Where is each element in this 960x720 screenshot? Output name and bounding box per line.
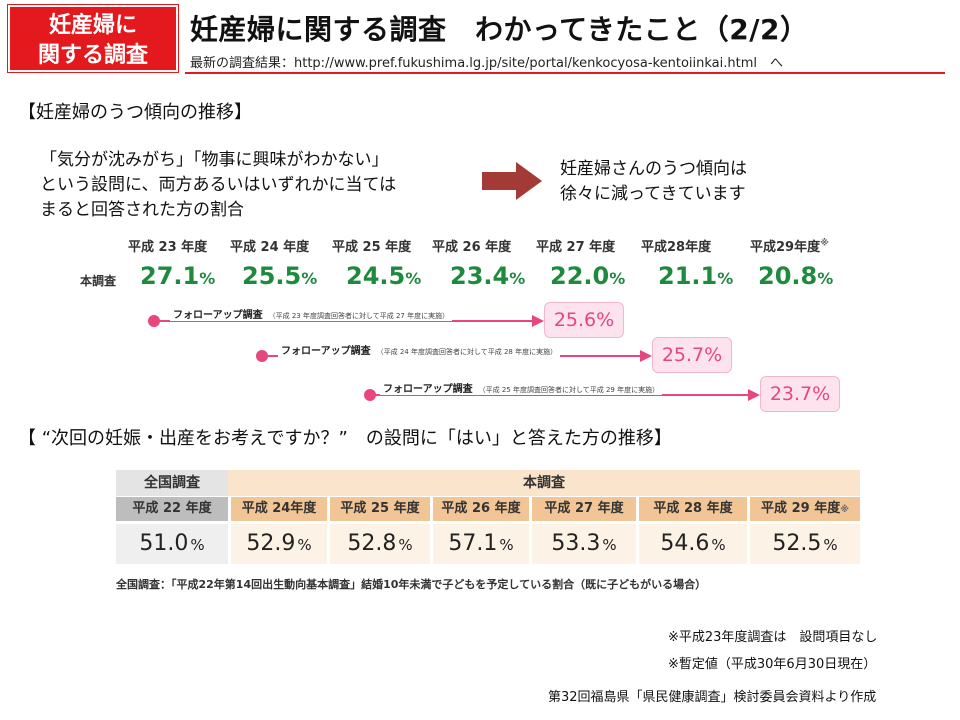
year-label: 平成 24 年度 (230, 240, 310, 255)
table-rate: 52.9% (231, 524, 327, 564)
national-survey-note: 全国調査：「平成22年第14回出生動向基本調査」結婚10年未満で子どもを予定して… (116, 578, 707, 591)
followup-arrow-head (532, 315, 544, 327)
main-survey-header: 本調査 (228, 470, 860, 496)
table-rate-national: 51.0% (116, 524, 228, 564)
section-badge: 妊産婦に 関する調査 (7, 4, 179, 73)
year-label: 平成 25 年度 (332, 240, 412, 255)
followup-rate: 23.7% (760, 376, 840, 412)
section-heading-depression: 【妊産婦のうつ傾向の推移】 (18, 102, 252, 123)
right-arrow-icon (482, 162, 542, 200)
depression-rate: 25.5% (242, 262, 318, 290)
followup-rate: 25.7% (652, 337, 732, 373)
table-rate: 54.6% (639, 524, 747, 564)
question-text: 「気分が沈みがち」「物事に興味がわかない」 という設問に、両方あるいはいずれかに… (40, 148, 490, 223)
table-rate: 52.5% (750, 524, 860, 564)
followup-rate: 25.6% (544, 302, 624, 338)
table-year: 平成 28 年度 (639, 497, 747, 521)
year-label: 平成 23 年度 (128, 240, 208, 255)
depression-rate: 22.0% (550, 262, 626, 290)
national-survey-header: 全国調査 (116, 470, 228, 496)
year-label: 平成28年度 (641, 240, 712, 255)
table-year: 平成 25 年度 (330, 497, 430, 521)
followup-arrow-line (370, 394, 750, 396)
source-note: 第32回福島県「県民健康調査」検討委員会資料より作成 (548, 690, 877, 705)
year-label: 平成 26 年度 (432, 240, 512, 255)
year-label: 平成29年度 (750, 240, 821, 255)
table-year: 平成 26 年度 (433, 497, 529, 521)
year-label-last: 平成29年度※ (750, 236, 829, 255)
footnote-no-question: ※平成23年度調査は 設問項目なし (668, 630, 878, 645)
provisional-mark: ※ (820, 238, 829, 249)
table-year: 平成 24年度 (231, 497, 327, 521)
header-divider (185, 72, 945, 74)
conclusion-line: 妊産婦さんのうつ傾向は (560, 159, 747, 179)
row-label-main-survey: 本調査 (80, 274, 117, 288)
depression-rate: 23.4% (450, 262, 526, 290)
page-title: 妊産婦に関する調査 わかってきたこと（2/2） (190, 13, 809, 46)
followup-label: フォローアップ調査 （平成 24 年度調査回答者に対して平成 28 年度に実施） (278, 342, 561, 357)
table-year-national: 平成 22 年度 (116, 497, 228, 521)
table-year: 平成 27 年度 (532, 497, 636, 521)
depression-rate: 21.1% (658, 262, 734, 290)
table-rate: 52.8% (330, 524, 430, 564)
question-line: 「気分が沈みがち」「物事に興味がわかない」 (40, 150, 389, 170)
question-line: まると回答された方の割合 (40, 200, 244, 220)
results-url[interactable]: 最新の調査結果：http://www.pref.fukushima.lg.jp/… (190, 56, 783, 71)
followup-arrow-head (748, 389, 760, 401)
table-rate: 57.1% (433, 524, 529, 564)
followup-arrow-line (154, 320, 534, 322)
followup-arrow-head (640, 350, 652, 362)
badge-line-1: 妊産婦に (48, 13, 137, 38)
table-year-last: 平成 29 年度※ (750, 497, 860, 521)
depression-rate: 20.8% (758, 262, 834, 290)
question-line: という設問に、両方あるいはいずれかに当ては (40, 175, 397, 195)
followup-label: フォローアップ調査 （平成 25 年度調査回答者に対して平成 29 年度に実施） (380, 380, 663, 395)
badge-line-2: 関する調査 (37, 43, 148, 68)
depression-rate: 27.1% (140, 262, 216, 290)
followup-label: フォローアップ調査 （平成 23 年度調査回答者に対して平成 27 年度に実施） (170, 306, 453, 321)
depression-rate: 24.5% (346, 262, 422, 290)
section-heading-next-pregnancy: 【 “次回の妊娠・出産をお考えですか？” の設問に「はい」と答えた方の推移】 (18, 428, 672, 449)
conclusion-line: 徐々に減ってきています (560, 184, 746, 204)
footnote-provisional: ※暫定値（平成30年6月30日現在） (668, 657, 877, 672)
year-label: 平成 27 年度 (536, 240, 616, 255)
conclusion-text: 妊産婦さんのうつ傾向は 徐々に減ってきています (560, 157, 860, 207)
table-rate: 53.3% (532, 524, 636, 564)
